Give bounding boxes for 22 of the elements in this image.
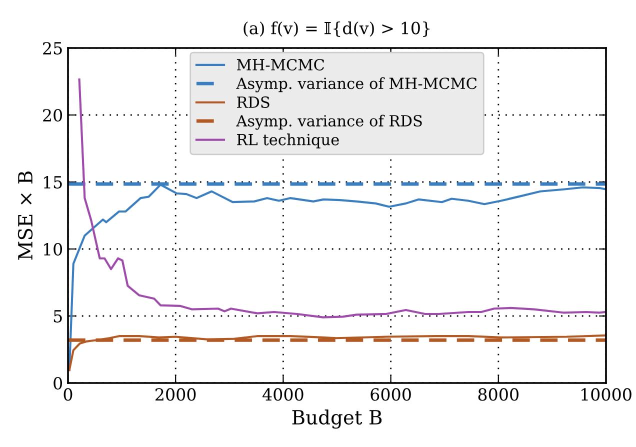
legend-label: RL technique: [237, 134, 339, 148]
x-tick-label: 4000: [262, 388, 304, 401]
y-tick-label: 20: [43, 108, 62, 122]
y-axis-title: MSE × B: [18, 172, 33, 260]
legend-label: RDS: [237, 96, 270, 108]
x-tick-label: 0: [64, 388, 72, 401]
x-tick-label: 8000: [478, 388, 518, 401]
legend-label: Asymp. variance of RDS: [236, 114, 422, 130]
x-tick-label: 10000: [582, 388, 632, 401]
x-tick-label: 6000: [370, 388, 411, 401]
legend-label: Asymp. variance of MH-MCMC: [236, 77, 477, 92]
y-tick-label: 15: [44, 176, 62, 189]
y-tick-label: 0: [54, 376, 62, 390]
x-tick-label: 2000: [156, 388, 196, 401]
y-tick-label: 25: [43, 42, 62, 55]
line-series: [78, 78, 606, 318]
y-tick-label: 10: [44, 242, 62, 256]
legend-label: MH-MCMC: [236, 58, 324, 71]
x-axis-title: Budget B: [292, 410, 382, 429]
line-series: [68, 334, 606, 372]
chart-title: (a) f(v) = 𝕀{d(v) > 10}: [244, 21, 430, 37]
y-tick-label: 5: [54, 310, 62, 323]
